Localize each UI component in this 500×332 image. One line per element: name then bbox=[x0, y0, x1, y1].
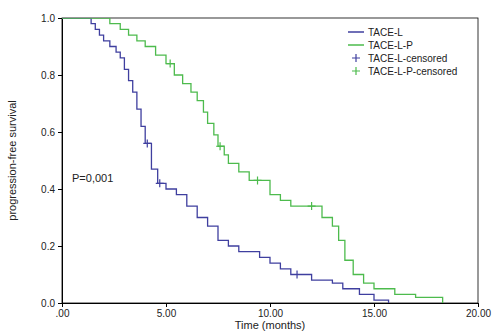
tick: 0.2 bbox=[41, 241, 62, 252]
tick-label: 0.2 bbox=[41, 241, 55, 252]
tick-label: 20.00 bbox=[466, 308, 491, 319]
legend-label: TACE-L-P bbox=[368, 40, 413, 51]
tick-label: 0.8 bbox=[41, 70, 55, 81]
tick-mark bbox=[478, 303, 479, 307]
tick-label: 0.6 bbox=[41, 127, 55, 138]
legend-label: TACE-L-P-censored bbox=[368, 66, 457, 77]
chart: .00 5.00 10.00 15.00 20.00 0.0 0.2 0.4 0.6 0.8 1.0… bbox=[0, 0, 500, 332]
tick-mark bbox=[58, 132, 62, 133]
axis-line bbox=[63, 304, 479, 308]
tick-label: 15.00 bbox=[362, 308, 387, 319]
tick-label: 0.0 bbox=[41, 298, 55, 309]
legend-swatch bbox=[348, 44, 364, 46]
legend-label: TACE-L bbox=[368, 27, 403, 38]
tick: 0.6 bbox=[41, 127, 62, 138]
censor-mark bbox=[216, 142, 224, 150]
legend: TACE-L TACE-L-P TACE-L-censored TACE-L-P-ce… bbox=[348, 27, 457, 77]
legend-swatch bbox=[348, 31, 364, 33]
axis-line bbox=[58, 19, 63, 304]
tick-mark bbox=[58, 246, 62, 247]
tick: 0.4 bbox=[41, 184, 62, 195]
y-axis: 0.0 0.2 0.4 0.6 0.8 1.0 bbox=[41, 13, 62, 309]
censor-mark bbox=[166, 60, 174, 68]
tick-mark bbox=[270, 303, 271, 307]
tick-mark bbox=[58, 18, 62, 19]
plot-frame bbox=[62, 18, 478, 303]
tick-label: 0.4 bbox=[41, 184, 55, 195]
tick: 0.8 bbox=[41, 70, 62, 81]
tick: 10.00 bbox=[258, 303, 283, 319]
tick: 20.00 bbox=[466, 303, 491, 319]
tick: 5.00 bbox=[157, 303, 177, 319]
legend-label: TACE-L-censored bbox=[368, 53, 447, 64]
tick: 15.00 bbox=[362, 303, 387, 319]
tick: .00 bbox=[56, 303, 70, 319]
plot: .00 5.00 10.00 15.00 20.00 0.0 0.2 0.4 0.6 0.8 1.0… bbox=[41, 13, 491, 319]
tick-mark bbox=[58, 189, 62, 190]
legend-swatch bbox=[352, 54, 360, 62]
tick-mark bbox=[374, 303, 375, 307]
y-axis-title: progression-free survival bbox=[6, 100, 18, 220]
x-axis-title: Time (months) bbox=[235, 319, 306, 331]
tick-label: .00 bbox=[56, 308, 70, 319]
censor-mark bbox=[254, 176, 262, 184]
legend-swatch bbox=[352, 67, 360, 75]
censor-mark bbox=[308, 202, 316, 210]
tick-mark bbox=[166, 303, 167, 307]
annotation: P=0,001 bbox=[72, 172, 113, 184]
tick: 1.0 bbox=[41, 13, 62, 24]
tick-label: 10.00 bbox=[258, 308, 283, 319]
censor-mark bbox=[156, 179, 164, 187]
x-axis: .00 5.00 10.00 15.00 20.00 bbox=[56, 303, 492, 319]
censor-mark bbox=[143, 139, 151, 147]
tick-label: 5.00 bbox=[157, 308, 177, 319]
tick-mark bbox=[58, 75, 62, 76]
tick-mark bbox=[58, 303, 62, 304]
survival-curve bbox=[62, 18, 389, 303]
censor-mark bbox=[293, 271, 301, 279]
tick: 0.0 bbox=[41, 298, 62, 309]
tick-label: 1.0 bbox=[41, 13, 55, 24]
